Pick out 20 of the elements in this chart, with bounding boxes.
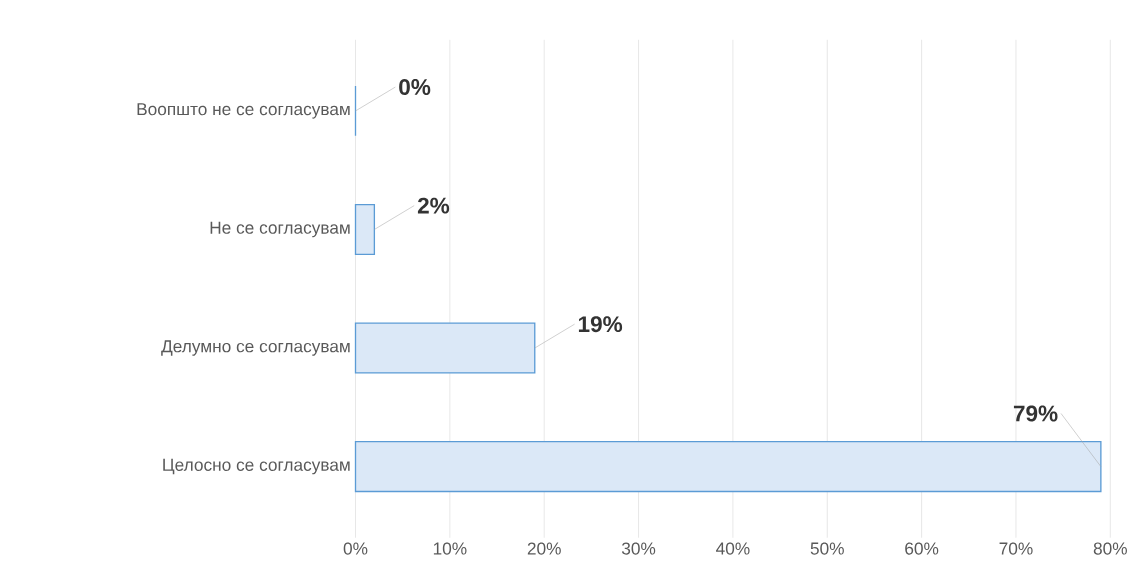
x-tick-label: 60% bbox=[905, 542, 939, 555]
x-tick-label: 50% bbox=[810, 542, 844, 555]
x-tick-label: 30% bbox=[621, 542, 656, 555]
x-tick-label: 20% bbox=[527, 542, 561, 555]
bar bbox=[354, 322, 536, 374]
x-tick-label: 0% bbox=[343, 542, 368, 555]
y-tick-label: Не се согласувам bbox=[210, 222, 350, 238]
bar bbox=[354, 204, 376, 256]
y-tick-label: Целосно се согласувам bbox=[163, 459, 350, 475]
y-tick-label: Делумно се согласувам bbox=[161, 340, 350, 357]
bar bbox=[354, 441, 1102, 493]
x-tick-label: 70% bbox=[999, 542, 1033, 555]
x-tick-label: 80% bbox=[1093, 542, 1127, 555]
data-label: 0% bbox=[399, 79, 431, 96]
data-label: 19% bbox=[578, 316, 623, 333]
x-tick-label: 10% bbox=[433, 542, 467, 555]
data-label: 2% bbox=[417, 197, 450, 214]
data-label: 79% bbox=[1013, 405, 1058, 422]
y-tick-label: Воопшто не се согласувам bbox=[137, 103, 350, 119]
x-tick-label: 40% bbox=[716, 542, 750, 555]
